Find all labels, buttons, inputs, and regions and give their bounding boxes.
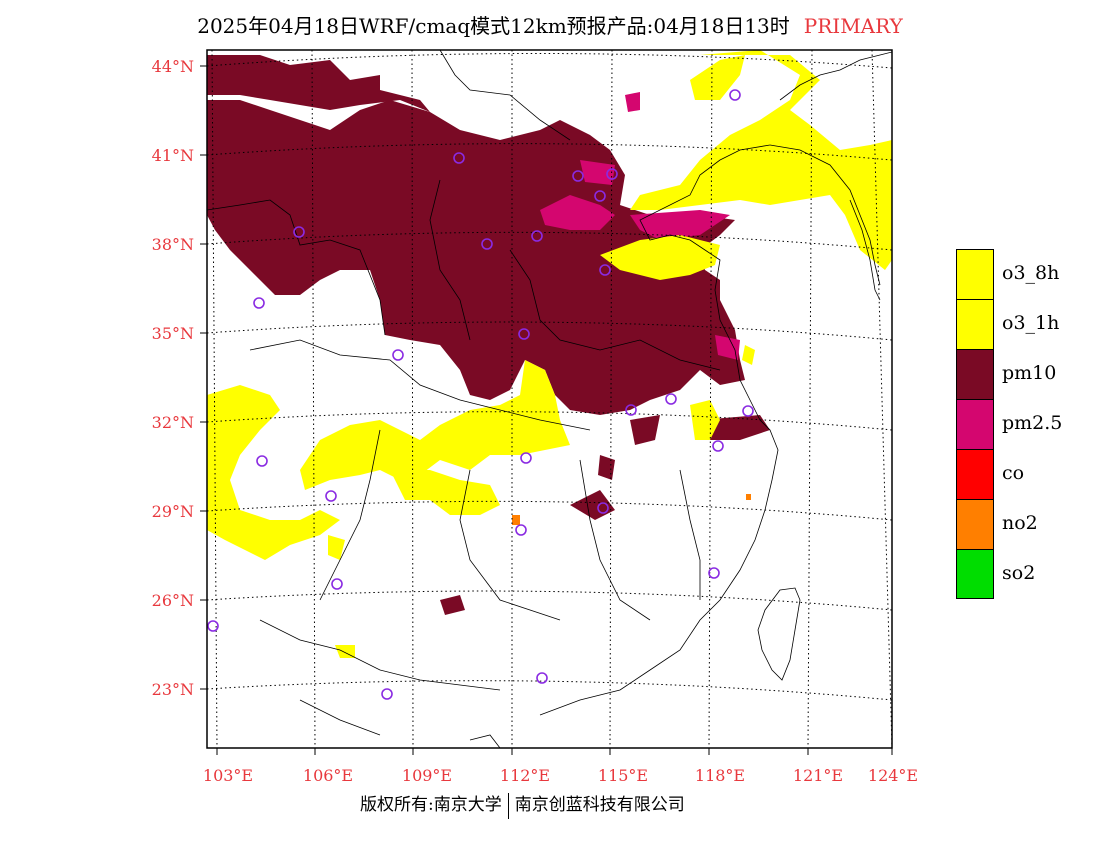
lon-label-121: 121°E (793, 766, 843, 785)
o3-region-south (328, 535, 355, 658)
title-tag: PRIMARY (803, 14, 903, 38)
pm10-region-northwest (207, 55, 430, 112)
lon-label-112: 112°E (500, 766, 550, 785)
legend-swatch (956, 499, 994, 549)
lat-label-26: 26°N (152, 591, 194, 610)
lat-label-35: 35°N (152, 324, 194, 343)
legend-label: no2 (1002, 512, 1038, 534)
legend-swatch (956, 249, 994, 299)
pm10-region-south (440, 455, 615, 615)
o3-region-east (690, 345, 755, 440)
o3-region-shandong (600, 235, 720, 280)
legend-label: o3_8h (1002, 262, 1060, 284)
o3-region-sichuan (300, 360, 570, 490)
title-main: 2025年04月18日WRF/cmaq模式12km预报产品:04月18日13时 (197, 14, 790, 38)
lat-label-32: 32°N (152, 413, 194, 432)
legend-swatch (956, 349, 994, 399)
lat-label-41: 41°N (152, 146, 194, 165)
lat-label-23: 23°N (152, 680, 194, 699)
pm10-region-east (570, 415, 770, 520)
map-frame (206, 49, 893, 749)
pm25-region-bohai (630, 210, 730, 240)
lat-label-44: 44°N (152, 57, 194, 76)
lon-label-103: 103°E (203, 766, 253, 785)
footer-separator (507, 792, 509, 819)
lat-label-29: 29°N (152, 502, 194, 521)
lat-label-38: 38°N (152, 235, 194, 254)
legend-swatch (956, 449, 994, 499)
o3-region-hunan-north (390, 470, 500, 515)
taiwan-outline (757, 587, 801, 681)
copyright-footer: 版权所有:南京大学 南京创蓝科技有限公司 (360, 790, 685, 819)
o3-region-northeast-top (690, 55, 745, 100)
o3-region-northeast (630, 50, 892, 270)
legend-swatch (956, 549, 994, 599)
pm25-region-beijing (540, 195, 615, 230)
lon-label-109: 109°E (402, 766, 452, 785)
o3-region-southwest (207, 385, 340, 560)
lon-label-115: 115°E (598, 766, 648, 785)
pm25-region-jiangsu (715, 335, 740, 360)
legend-label: pm10 (1002, 362, 1057, 384)
legend-label: so2 (1002, 562, 1036, 584)
footer-left: 版权所有:南京大学 (360, 795, 502, 815)
boundaries (207, 50, 892, 748)
legend-label: co (1002, 462, 1025, 484)
footer-right: 南京创蓝科技有限公司 (514, 795, 685, 815)
lon-ticks (216, 748, 893, 755)
lon-label-118: 118°E (695, 766, 745, 785)
lat-ticks (200, 65, 207, 690)
no2-patch-zhejiang (746, 494, 751, 500)
lon-label-106: 106°E (303, 766, 353, 785)
no2-patch-hunan (512, 515, 520, 525)
pm25-region-north2 (580, 92, 640, 185)
map-title: 2025年04月18日WRF/cmaq模式12km预报产品:04月18日13时 P… (0, 10, 1100, 39)
legend-label: o3_1h (1002, 312, 1060, 334)
lon-label-124: 124°E (868, 766, 918, 785)
legend-swatch (956, 399, 994, 449)
legend-swatch (956, 299, 994, 349)
graticule (207, 50, 892, 748)
station-markers (207, 89, 754, 700)
legend-label: pm2.5 (1002, 412, 1063, 434)
